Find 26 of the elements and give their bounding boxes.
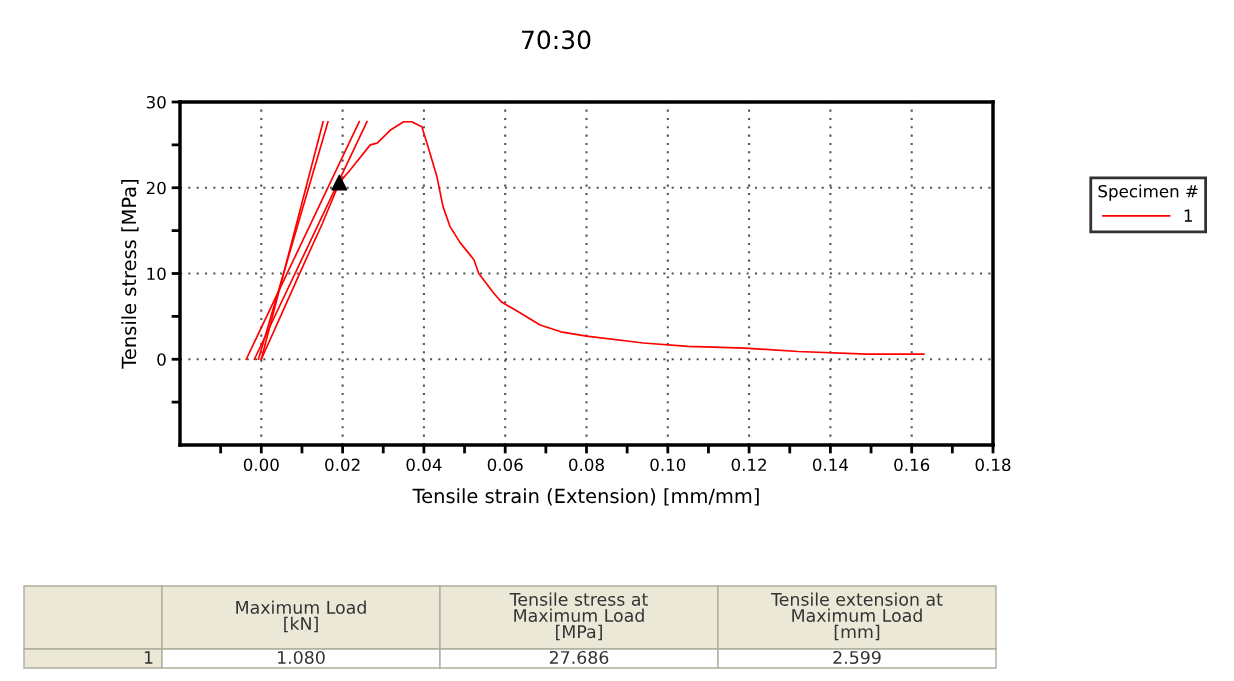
x-tick-label: 0.04 xyxy=(406,458,442,472)
chart-title: 70:30 xyxy=(522,30,591,50)
text: 27.686 xyxy=(549,650,609,665)
text: Tensile stress at Maximum Load [MPa] xyxy=(509,592,648,641)
x-tick-label: 0.16 xyxy=(894,458,930,472)
text: 1 xyxy=(144,651,153,664)
x-tick-label: 0.12 xyxy=(731,458,766,472)
x-tick-label: 0.14 xyxy=(812,458,849,472)
legend-title: Specimen # xyxy=(1098,184,1198,201)
x-tick-label: 0.08 xyxy=(569,458,604,472)
y-tick-label: 20 xyxy=(146,181,166,195)
x-tick-label: 0.10 xyxy=(650,458,686,472)
x-tick-label: 0.02 xyxy=(325,458,360,472)
x-axis-title: Tensile strain (Extension) [mm/mm] xyxy=(412,488,759,506)
y-tick-label: 0 xyxy=(157,353,166,366)
y-axis-title: Tensile stress [MPa] xyxy=(121,179,139,369)
text: Maximum Load [kN] xyxy=(236,600,366,633)
text: Tensile extension at Maximum Load [mm] xyxy=(771,592,943,641)
text: 1.080 xyxy=(278,650,325,665)
x-tick-label: 0.00 xyxy=(243,458,279,472)
y-tick-label: 10 xyxy=(147,267,166,281)
x-tick-label: 0.18 xyxy=(975,458,1011,472)
text: 2.599 xyxy=(833,650,881,665)
legend-label: 1 xyxy=(1184,209,1192,222)
x-tick-label: 0.06 xyxy=(487,458,523,472)
y-tick-label: 30 xyxy=(146,95,166,109)
